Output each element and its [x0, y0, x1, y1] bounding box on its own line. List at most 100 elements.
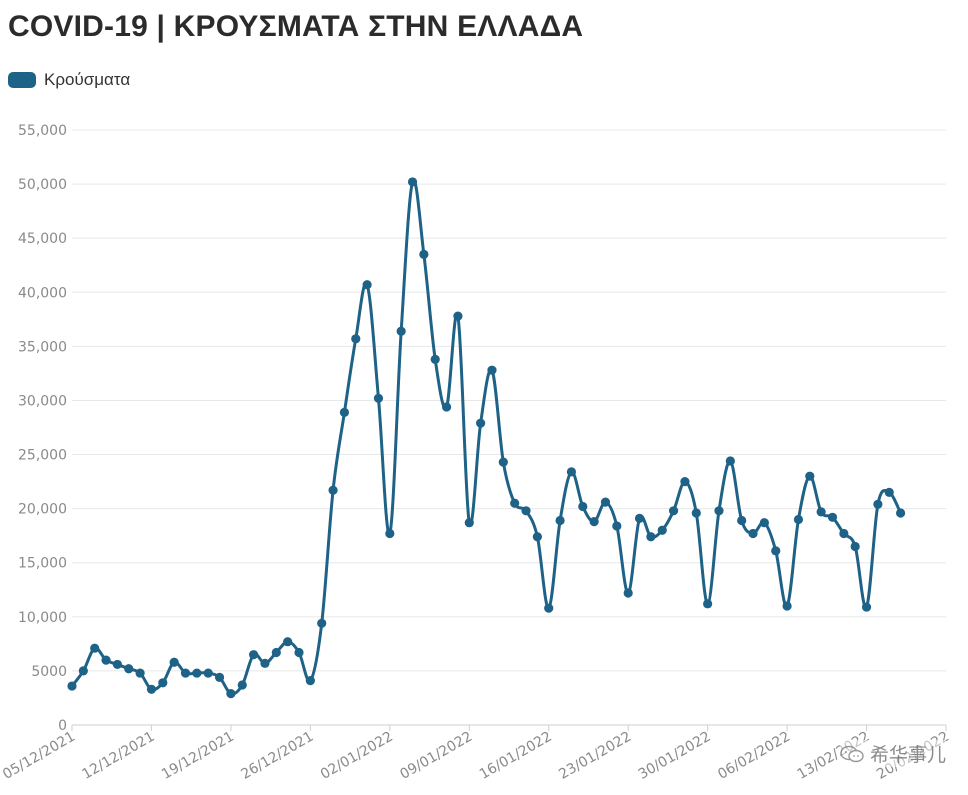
data-point — [680, 476, 690, 487]
data-point — [578, 501, 588, 512]
data-point — [305, 676, 315, 686]
data-point — [498, 457, 508, 467]
data-point — [510, 498, 520, 508]
legend-label: Κρούσματα — [44, 70, 131, 89]
data-point — [668, 506, 679, 516]
data-point — [861, 602, 872, 612]
data-point — [351, 334, 361, 344]
y-tick-label: 0 — [58, 718, 67, 734]
data-point — [464, 518, 474, 528]
y-tick-label: 50,000 — [18, 177, 67, 193]
x-tick-label: 12/12/2021 — [80, 729, 158, 783]
data-point — [873, 499, 883, 509]
watermark-text: 希华事儿 — [869, 744, 946, 766]
data-point — [555, 515, 565, 526]
data-point — [566, 467, 577, 477]
data-point — [385, 528, 395, 539]
data-point — [226, 689, 236, 699]
data-point — [135, 668, 145, 678]
x-tick-label: 19/12/2021 — [159, 729, 237, 783]
data-point — [737, 515, 747, 526]
data-point — [600, 497, 611, 507]
data-point — [634, 513, 645, 523]
data-point — [850, 541, 860, 552]
data-point — [67, 681, 77, 691]
data-point — [90, 643, 100, 653]
watermark: 希华事儿 — [839, 740, 946, 767]
data-point — [521, 506, 531, 516]
y-tick-label: 15,000 — [18, 556, 67, 572]
data-point — [260, 658, 270, 668]
data-point — [396, 326, 406, 336]
data-point — [487, 365, 497, 375]
x-tick-label: 26/12/2021 — [238, 729, 316, 783]
data-point — [805, 471, 815, 481]
data-point — [112, 659, 123, 670]
legend-swatch — [8, 72, 36, 88]
data-point — [192, 668, 202, 678]
data-point — [158, 678, 168, 688]
chat-bubbles-icon — [840, 745, 864, 763]
data-point — [532, 532, 542, 542]
y-tick-label: 45,000 — [18, 231, 67, 247]
data-point — [839, 528, 849, 539]
x-tick-label: 09/01/2022 — [397, 729, 475, 783]
data-point — [703, 599, 713, 609]
data-point — [203, 668, 213, 678]
data-point — [373, 393, 384, 403]
data-point — [214, 672, 225, 683]
legend: Κρούσματα — [8, 70, 130, 90]
y-tick-label: 30,000 — [18, 393, 67, 409]
y-tick-label: 55,000 — [18, 123, 67, 139]
data-point — [895, 508, 906, 518]
data-point — [544, 603, 554, 613]
data-point — [816, 507, 826, 517]
data-point — [623, 588, 633, 598]
data-point — [362, 280, 372, 290]
data-point — [714, 506, 724, 516]
data-point — [294, 647, 304, 658]
data-point — [328, 485, 338, 495]
x-tick-label: 16/01/2022 — [477, 729, 555, 783]
data-point — [146, 684, 157, 694]
data-point — [101, 655, 111, 665]
x-tick-label: 02/01/2022 — [318, 729, 396, 783]
data-point — [407, 177, 418, 187]
data-point — [884, 487, 894, 498]
data-point — [419, 249, 429, 260]
data-point — [317, 618, 327, 628]
y-tick-label: 35,000 — [18, 339, 67, 355]
data-point — [430, 354, 440, 364]
data-point — [827, 512, 838, 522]
data-point — [441, 402, 452, 412]
data-point — [339, 407, 350, 417]
data-point — [476, 418, 486, 428]
data-point — [271, 647, 281, 658]
x-tick-label: 23/01/2022 — [556, 729, 634, 783]
data-point — [759, 518, 769, 528]
data-point — [657, 525, 667, 535]
data-point — [691, 508, 701, 518]
data-point — [124, 664, 134, 674]
data-point — [169, 657, 179, 667]
y-tick-label: 20,000 — [18, 502, 67, 518]
y-tick-label: 40,000 — [18, 285, 67, 301]
data-point — [782, 601, 792, 611]
x-tick-label: 06/02/2022 — [715, 729, 793, 783]
x-tick-label: 30/01/2022 — [636, 729, 714, 783]
y-tick-label: 25,000 — [18, 448, 67, 464]
y-tick-label: 10,000 — [18, 610, 67, 626]
y-tick-label: 5000 — [31, 664, 67, 680]
data-point — [612, 521, 622, 531]
data-point — [283, 637, 293, 647]
data-point — [180, 668, 191, 678]
data-point — [748, 528, 758, 539]
x-tick-label: 05/12/2021 — [0, 729, 78, 783]
chart-title: COVID-19 | ΚΡΟΥΣΜΑΤΑ ΣΤΗΝ ΕΛΛΑΔΑ — [8, 10, 584, 43]
data-point — [725, 456, 735, 466]
data-point — [646, 532, 656, 542]
data-point — [237, 680, 247, 690]
data-point — [793, 514, 804, 525]
data-point — [453, 311, 463, 321]
